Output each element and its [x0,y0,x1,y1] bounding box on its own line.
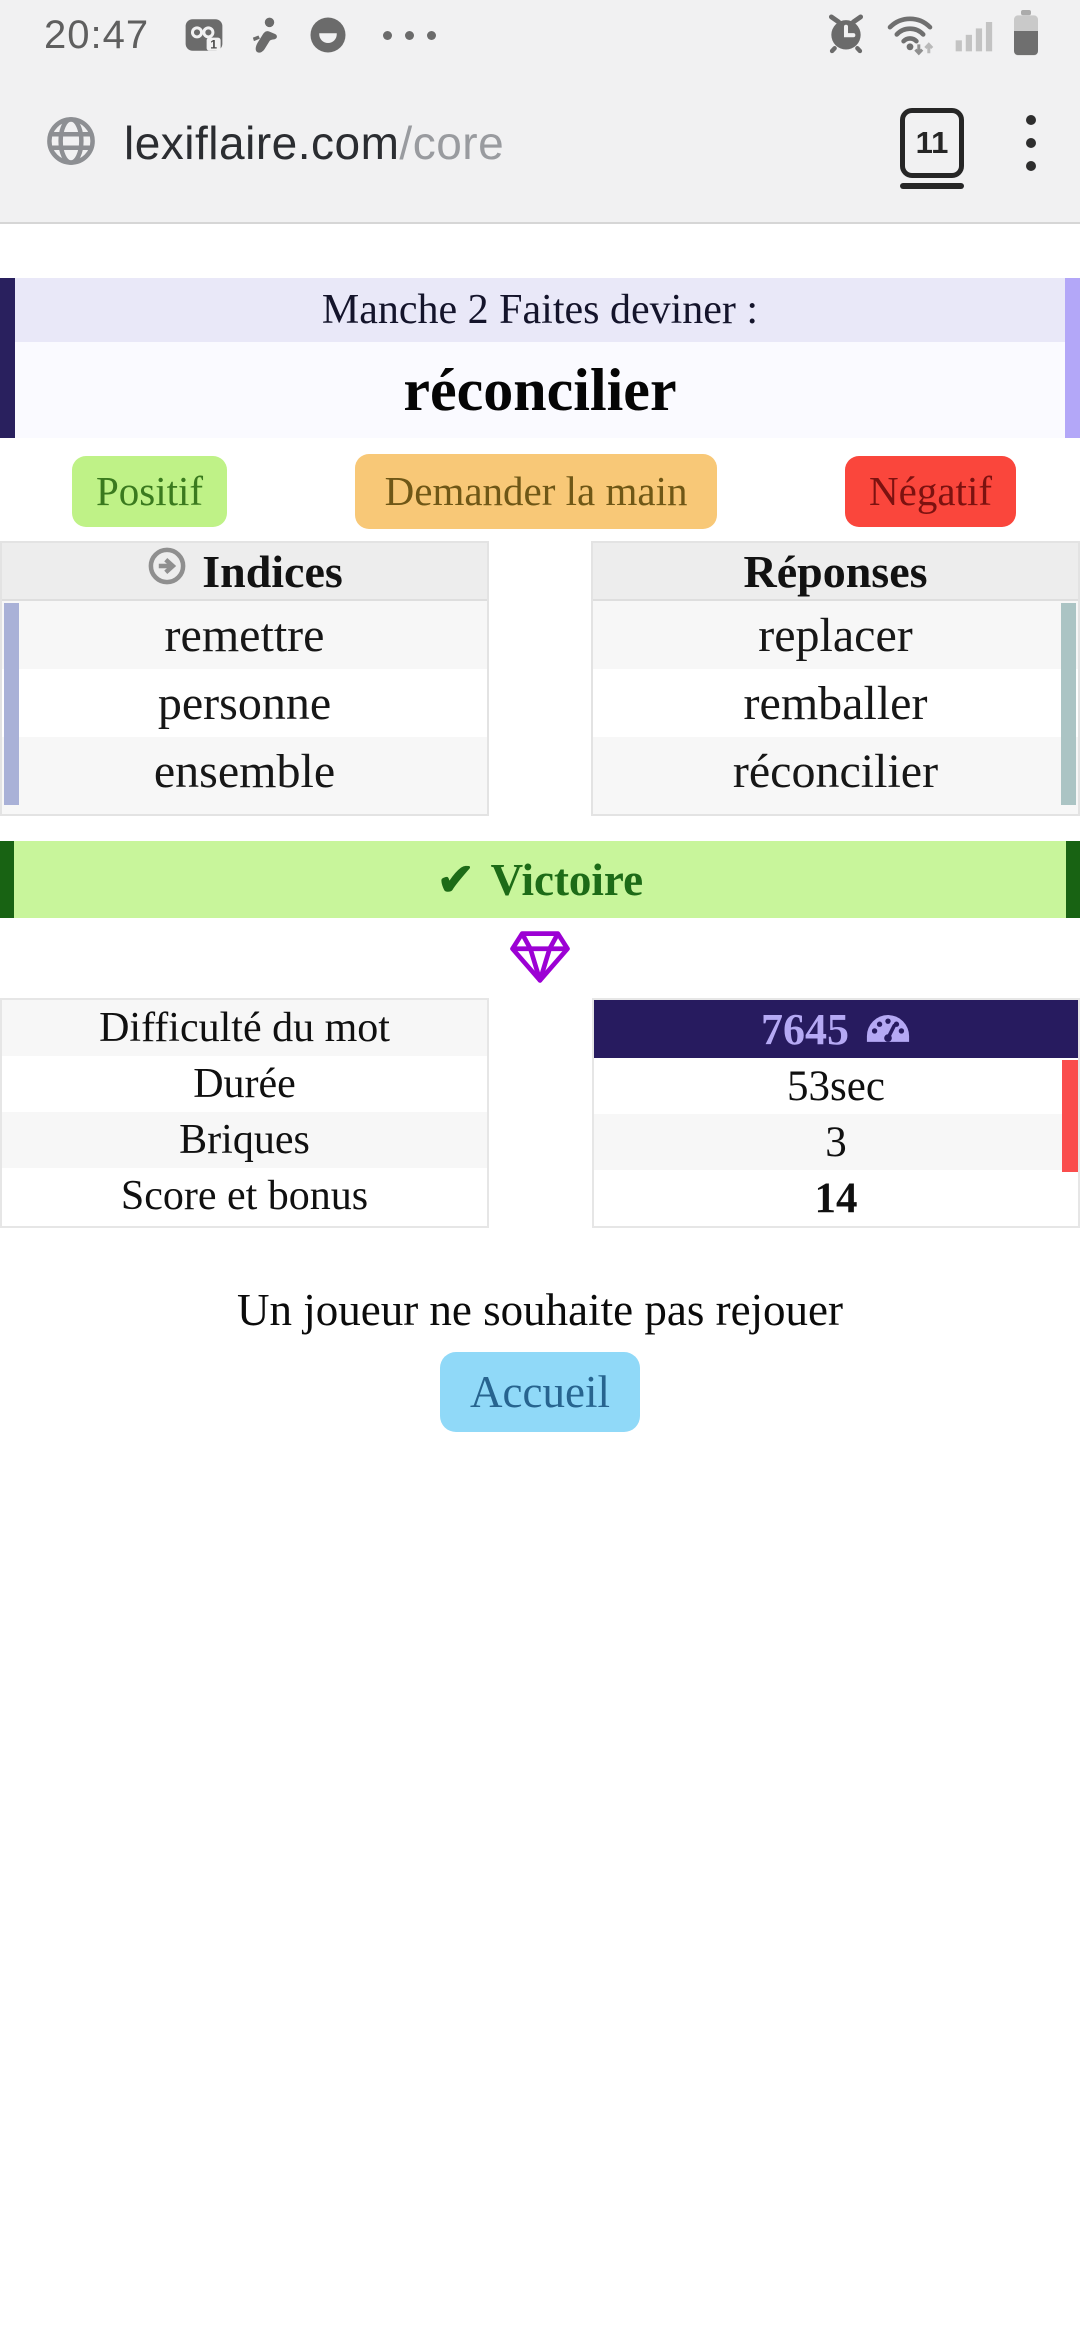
notification-icons: 1 [183,14,437,56]
victory-right-accent [1066,841,1080,918]
answers-table: Réponses replacer remballer réconcilier [591,541,1080,816]
clues-header: Indices [2,543,487,601]
answer-row: replacer [593,601,1078,669]
clues-table: Indices remettre personne ensemble [0,541,489,816]
positive-button[interactable]: Positif [72,456,228,527]
stat-label: Briques [2,1112,487,1168]
alarm-icon [824,11,868,60]
answer-row: remballer [593,669,1078,737]
browser-url-bar: lexiflaire.com/core 11 [0,64,1080,224]
system-status-icons [824,9,1040,62]
score-value: 14 [594,1170,1078,1226]
round-banner: Manche 2 Faites deviner : réconcilier [0,278,1080,438]
difficulty-value-row: 7645 [594,1000,1078,1058]
url-path: /core [399,117,505,169]
victory-label: Victoire [490,854,644,905]
words-columns: Indices remettre personne ensemble Répon… [0,541,1080,816]
battery-icon [1012,9,1040,62]
person-notification-icon [245,14,287,56]
wifi-icon [884,10,936,61]
round-heading: Manche 2 Faites deviner : [0,278,1080,342]
clues-header-label: Indices [202,545,343,597]
stats-values-table: 7645 53sec 3 14 [592,998,1080,1228]
check-icon: ✔ [436,855,475,905]
victory-banner: ✔ Victoire [0,841,1080,918]
home-button[interactable]: Accueil [440,1352,640,1432]
tab-switcher-button[interactable]: 11 [900,108,964,189]
globe-icon [44,114,98,173]
more-notifications-icon [383,30,437,40]
answers-header-label: Réponses [743,545,928,597]
answers-accent-bar [1061,603,1076,805]
stats-section: Difficulté du mot Durée Briques Score et… [0,998,1080,1228]
banner-left-accent [0,278,15,438]
clue-row: personne [2,669,487,737]
tab-count: 11 [915,125,949,160]
difficulty-value: 7645 [761,1004,849,1054]
bricks-value: 3 [594,1114,1078,1170]
svg-text:1: 1 [210,38,217,52]
url-field[interactable]: lexiflaire.com/core [124,116,504,170]
gem-icon [0,924,1080,990]
arrow-circle-icon [146,545,188,598]
status-bar: 20:47 1 [0,0,1080,64]
message-notification-icon: 1 [183,14,225,56]
signal-icon [952,11,996,60]
smiley-notification-icon [307,14,349,56]
clues-accent-bar [4,603,19,805]
duration-value: 53sec [594,1058,1078,1114]
gauge-icon [865,1004,911,1055]
answer-row: réconcilier [593,737,1078,805]
stat-label: Score et bonus [2,1168,487,1224]
banner-right-accent [1065,278,1080,438]
negative-button[interactable]: Négatif [845,456,1016,527]
victory-left-accent [0,841,14,918]
stat-label: Difficulté du mot [2,1000,487,1056]
stats-labels-table: Difficulté du mot Durée Briques Score et… [0,998,489,1228]
ask-hand-button[interactable]: Demander la main [354,454,718,529]
duration-accent-bar [1062,1060,1078,1172]
action-buttons-row: Positif Demander la main Négatif [0,454,1080,529]
secret-word: réconcilier [0,342,1080,438]
answers-header: Réponses [593,543,1078,601]
clue-row: ensemble [2,737,487,805]
clue-row: remettre [2,601,487,669]
stat-label: Durée [2,1056,487,1112]
clock-text: 20:47 [44,12,150,57]
browser-menu-button[interactable] [1026,115,1036,171]
no-replay-message: Un joueur ne souhaite pas rejouer [236,1285,844,1335]
url-host: lexiflaire.com [124,117,400,169]
